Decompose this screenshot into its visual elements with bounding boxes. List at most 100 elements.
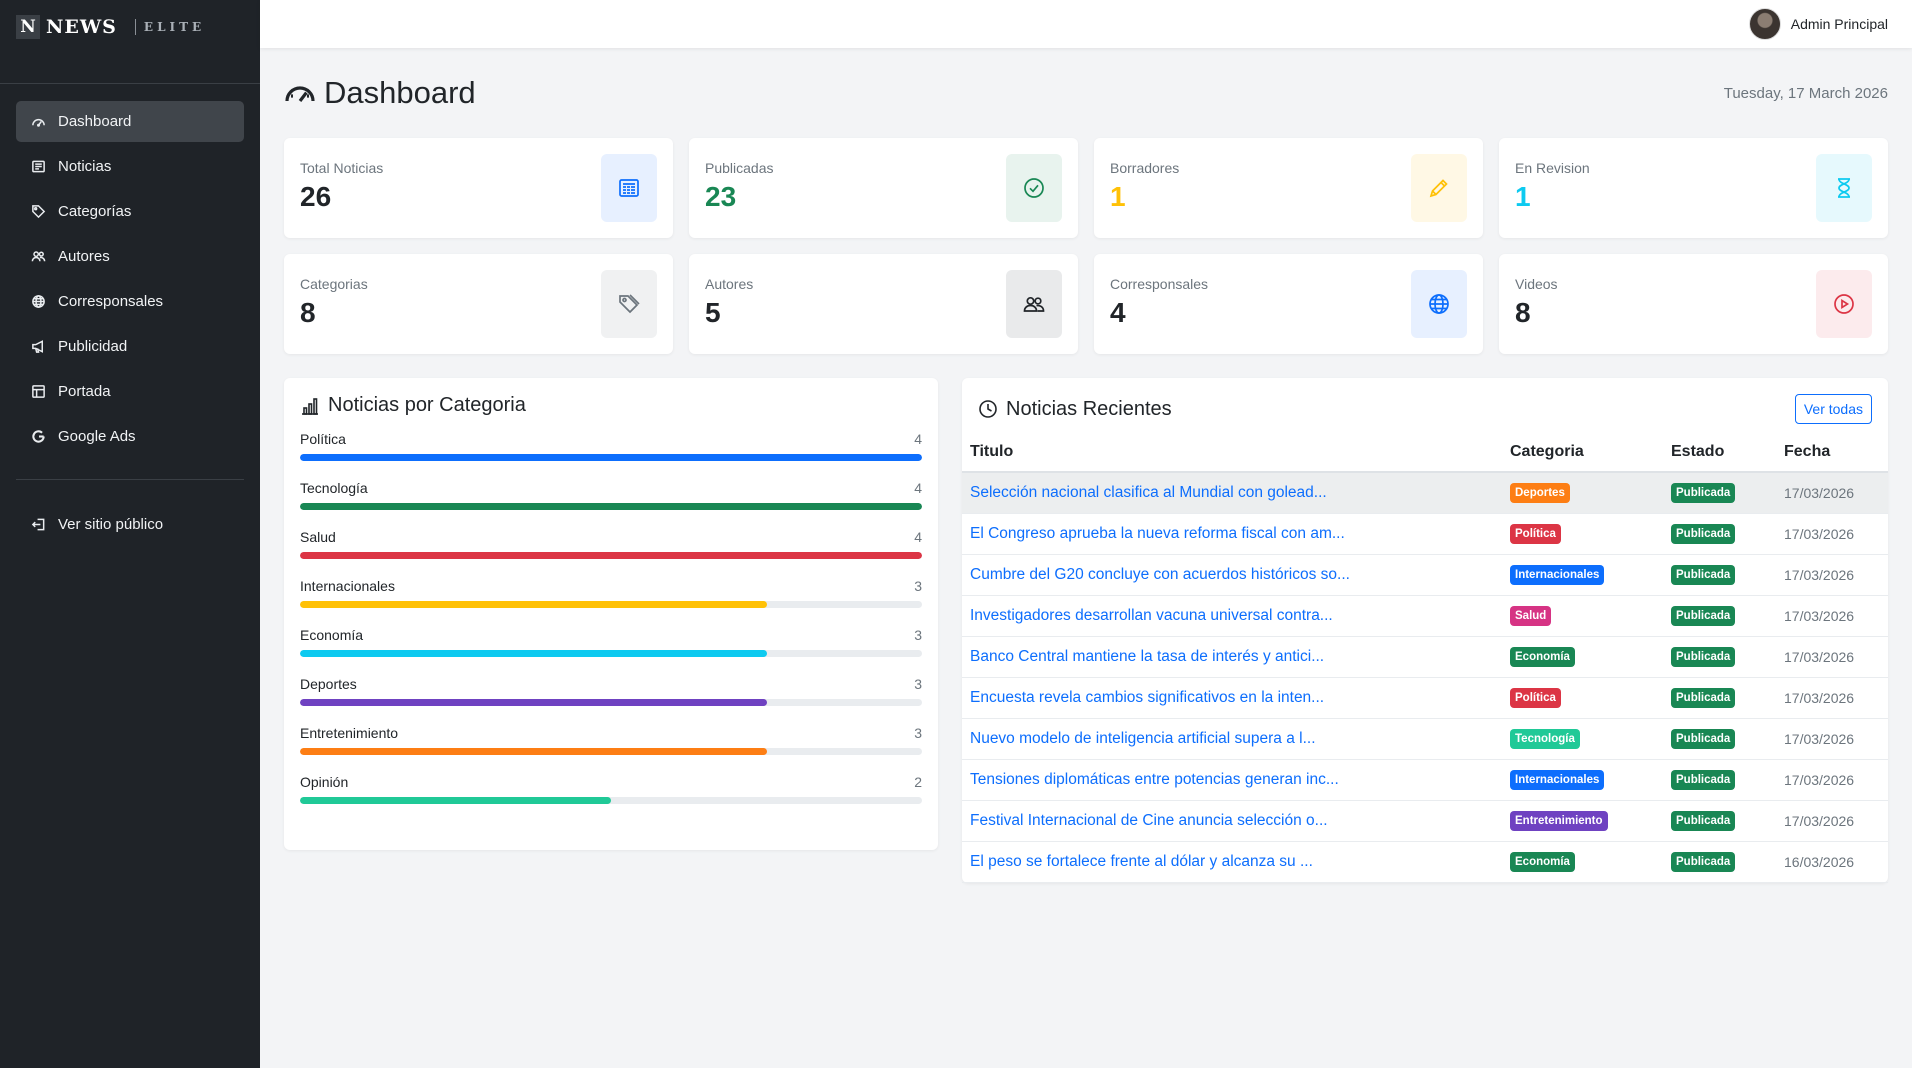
sidebar-item-google-ads[interactable]: Google Ads <box>16 416 244 457</box>
news-title-link[interactable]: Encuesta revela cambios significativos e… <box>970 688 1325 706</box>
news-title-link[interactable]: Nuevo modelo de inteligencia artificial … <box>970 729 1316 747</box>
recent-news-table: Titulo Categoria Estado Fecha Selección … <box>962 432 1888 883</box>
news-title-cell: El Congreso aprueba la nueva reforma fis… <box>962 513 1502 555</box>
category-badge: Economía <box>1510 646 1575 667</box>
category-row: Internacionales 3 <box>300 578 922 627</box>
category-row-header: Economía 3 <box>300 627 922 643</box>
table-row[interactable]: Selección nacional clasifica al Mundial … <box>962 472 1888 514</box>
news-status-cell: Publicada <box>1663 677 1776 719</box>
page-title: Dashboard <box>284 75 476 111</box>
sidebar-item-label: Dashboard <box>58 113 132 130</box>
news-title-link[interactable]: Festival Internacional de Cine anuncia s… <box>970 811 1328 829</box>
category-progress-bar <box>300 454 922 461</box>
news-category-cell: Economía <box>1502 841 1663 883</box>
news-title-link[interactable]: Investigadores desarrollan vacuna univer… <box>970 606 1333 624</box>
status-badge: Publicada <box>1671 851 1736 872</box>
category-badge: Política <box>1510 523 1561 544</box>
category-badge: Internacionales <box>1510 564 1605 585</box>
column-header-titulo[interactable]: Titulo <box>962 432 1502 473</box>
table-row[interactable]: Festival Internacional de Cine anuncia s… <box>962 800 1888 842</box>
category-count: 4 <box>914 529 922 545</box>
play-circle-icon <box>1816 270 1872 338</box>
status-badge: Publicada <box>1671 810 1736 831</box>
news-title-cell: Encuesta revela cambios significativos e… <box>962 677 1502 719</box>
table-row[interactable]: Tensiones diplomáticas entre potencias g… <box>962 759 1888 801</box>
table-row[interactable]: Cumbre del G20 concluye con acuerdos his… <box>962 554 1888 596</box>
public-site-link[interactable]: Ver sitio público <box>16 504 244 545</box>
category-row-header: Opinión 2 <box>300 774 922 790</box>
category-progress-track <box>300 650 922 657</box>
news-date-cell: 17/03/2026 <box>1776 554 1888 596</box>
category-count: 3 <box>914 676 922 692</box>
news-date-cell: 17/03/2026 <box>1776 636 1888 678</box>
category-row: Opinión 2 <box>300 774 922 823</box>
category-progress-track <box>300 748 922 755</box>
page-header: Dashboard Tuesday, 17 March 2026 <box>284 48 1888 138</box>
sidebar-item-label: Categorías <box>58 203 132 220</box>
recent-news-header: Noticias Recientes Ver todas <box>962 378 1888 432</box>
category-progress-bar <box>300 552 922 559</box>
stat-value: 26 <box>300 181 332 212</box>
news-title-link[interactable]: Selección nacional clasifica al Mundial … <box>970 483 1327 501</box>
news-category-cell: Salud <box>1502 595 1663 637</box>
sidebar-item-label: Publicidad <box>58 338 128 355</box>
news-title-link[interactable]: Cumbre del G20 concluye con acuerdos his… <box>970 565 1350 583</box>
sidebar-item-corresponsales[interactable]: Corresponsales <box>16 281 244 322</box>
stat-value: 8 <box>1515 297 1531 328</box>
news-category-cell: Internacionales <box>1502 759 1663 801</box>
brand-logo[interactable]: N NEWS ELITE <box>0 0 260 84</box>
sidebar-item-autores[interactable]: Autores <box>16 236 244 277</box>
column-header-fecha[interactable]: Fecha <box>1776 432 1888 473</box>
news-status-cell: Publicada <box>1663 554 1776 596</box>
news-title-link[interactable]: El Congreso aprueba la nueva reforma fis… <box>970 524 1345 542</box>
sidebar-nav: Dashboard Noticias Categorías Autores Co… <box>0 84 260 457</box>
news-title-link[interactable]: El peso se fortalece frente al dólar y a… <box>970 852 1313 870</box>
category-progress-bar <box>300 699 767 706</box>
table-row[interactable]: Encuesta revela cambios significativos e… <box>962 677 1888 719</box>
column-header-categoria[interactable]: Categoria <box>1502 432 1663 473</box>
news-date-cell: 17/03/2026 <box>1776 800 1888 842</box>
news-date-cell: 17/03/2026 <box>1776 472 1888 514</box>
news-status-cell: Publicada <box>1663 472 1776 514</box>
page-date: Tuesday, 17 March 2026 <box>1723 84 1888 102</box>
news-title-link[interactable]: Tensiones diplomáticas entre potencias g… <box>970 770 1339 788</box>
table-row[interactable]: El Congreso aprueba la nueva reforma fis… <box>962 513 1888 555</box>
stat-label: Publicadas <box>705 160 774 176</box>
category-name: Economía <box>300 627 364 643</box>
news-status-cell: Publicada <box>1663 595 1776 637</box>
table-row[interactable]: Investigadores desarrollan vacuna univer… <box>962 595 1888 637</box>
tags-icon <box>601 270 657 338</box>
category-progress-track <box>300 454 922 461</box>
category-progress-track <box>300 601 922 608</box>
sidebar-item-portada[interactable]: Portada <box>16 371 244 412</box>
category-progress-track <box>300 552 922 559</box>
sidebar-item-categorias[interactable]: Categorías <box>16 191 244 232</box>
category-badge: Entretenimiento <box>1510 810 1608 831</box>
view-all-button[interactable]: Ver todas <box>1794 394 1872 424</box>
sidebar-item-publicidad[interactable]: Publicidad <box>16 326 244 367</box>
column-header-estado[interactable]: Estado <box>1663 432 1776 473</box>
category-progress-track <box>300 503 922 510</box>
category-name: Entretenimiento <box>300 725 399 741</box>
table-row[interactable]: El peso se fortalece frente al dólar y a… <box>962 841 1888 883</box>
news-category-cell: Política <box>1502 513 1663 555</box>
table-row[interactable]: Banco Central mantiene la tasa de interé… <box>962 636 1888 678</box>
news-status-cell: Publicada <box>1663 513 1776 555</box>
user-name: Admin Principal <box>1790 16 1888 32</box>
brand-mark: N <box>16 14 40 39</box>
category-progress-bar <box>300 503 922 510</box>
table-row[interactable]: Nuevo modelo de inteligencia artificial … <box>962 718 1888 760</box>
news-title-cell: Tensiones diplomáticas entre potencias g… <box>962 759 1502 801</box>
check-circle-icon <box>1006 154 1062 222</box>
category-progress-bar <box>300 650 767 657</box>
news-title-link[interactable]: Banco Central mantiene la tasa de interé… <box>970 647 1325 665</box>
sidebar-item-dashboard[interactable]: Dashboard <box>16 101 244 142</box>
category-name: Internacionales <box>300 578 395 594</box>
category-progress-track <box>300 797 922 804</box>
sidebar-item-noticias[interactable]: Noticias <box>16 146 244 187</box>
user-menu[interactable]: Admin Principal <box>1748 8 1888 40</box>
category-row-header: Tecnología 4 <box>300 480 922 496</box>
category-count: 3 <box>914 578 922 594</box>
sidebar-item-label: Noticias <box>58 158 112 175</box>
layout-icon <box>30 384 46 400</box>
